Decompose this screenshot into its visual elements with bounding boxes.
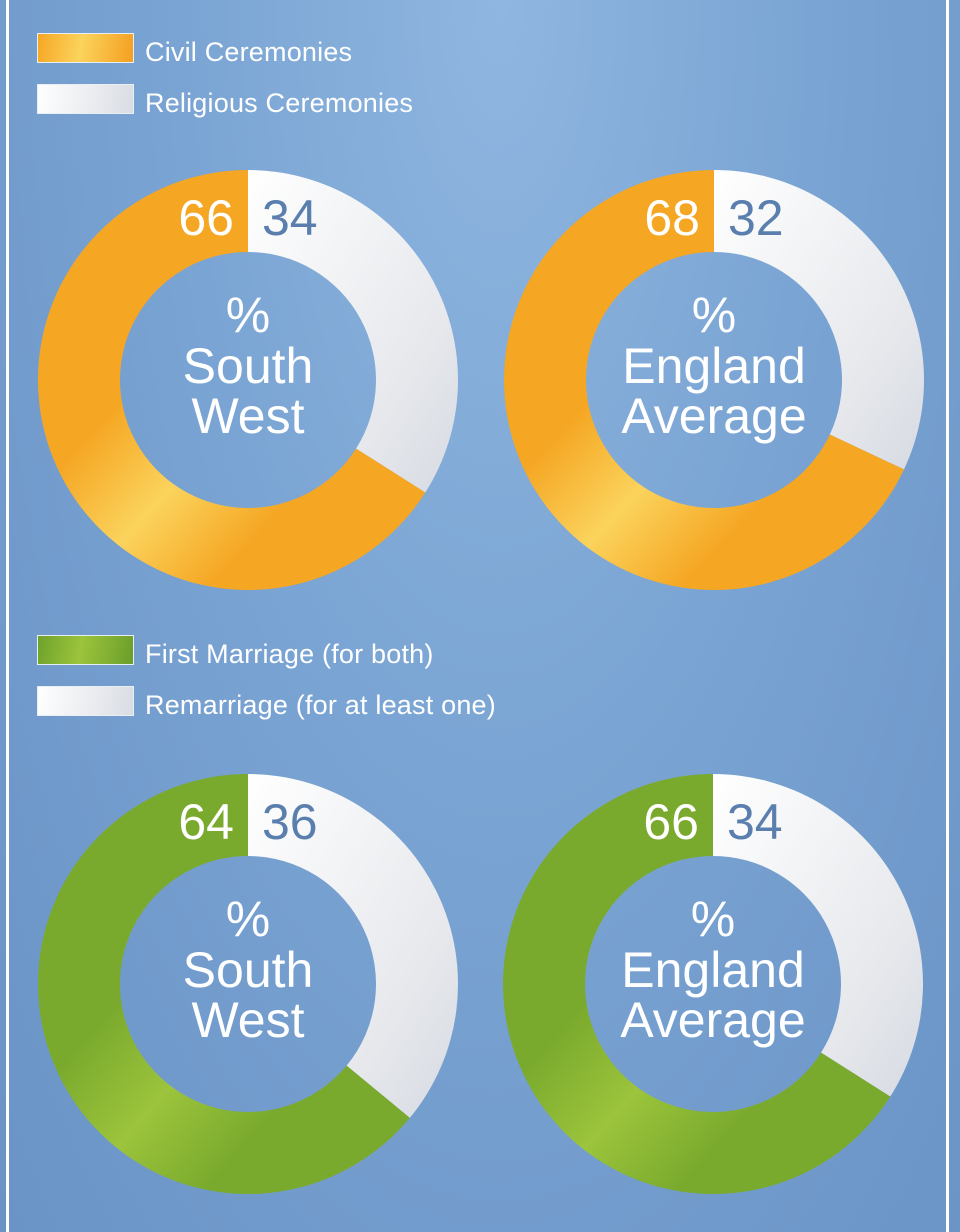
center-label-line: England [621, 942, 805, 998]
slice-value-label-first: 68 [644, 190, 700, 246]
center-label-line: Average [621, 388, 806, 444]
slice-value-label-second: 34 [727, 794, 783, 850]
center-label-line: % [226, 287, 270, 343]
legend-label-first-marriage: First Marriage (for both) [145, 639, 434, 669]
legend-label-religious: Religious Ceremonies [145, 88, 414, 118]
legend-swatch-religious [37, 84, 134, 114]
legend-item-remarriage: Remarriage (for at least one) [37, 686, 737, 720]
donut-slice-remarriage [713, 774, 923, 1097]
center-label-line: % [692, 287, 736, 343]
legend-item-civil: Civil Ceremonies [37, 33, 737, 67]
center-label-line: England [622, 338, 806, 394]
donut-slice-religious [714, 170, 924, 470]
slice-value-label-first: 66 [643, 794, 699, 850]
donut-slice-remarriage [248, 774, 458, 1118]
center-label-line: West [192, 388, 305, 444]
slice-value-label-second: 36 [262, 794, 318, 850]
slice-value-label-first: 64 [178, 794, 234, 850]
slice-value-label-first: 66 [178, 190, 234, 246]
slice-value-label-second: 34 [262, 190, 318, 246]
center-label-line: Average [620, 992, 805, 1048]
center-label-line: % [691, 891, 735, 947]
legend-item-first-marriage: First Marriage (for both) [37, 635, 737, 669]
legend-swatch-remarriage [37, 686, 134, 716]
donut-slice-first-marriage [502, 774, 891, 1194]
center-label-line: South [183, 338, 314, 394]
right-border-line [946, 0, 949, 1232]
legend-label-civil: Civil Ceremonies [145, 37, 353, 67]
donut-slice-religious [248, 170, 458, 493]
center-label-line: % [226, 891, 270, 947]
left-border-line [6, 0, 9, 1232]
legend-item-religious: Religious Ceremonies [37, 84, 737, 118]
legend-label-remarriage: Remarriage (for at least one) [145, 690, 496, 720]
donut-slice-first-marriage [37, 774, 410, 1194]
slice-value-label-second: 32 [728, 190, 784, 246]
center-label-line: South [183, 942, 314, 998]
center-label-line: West [192, 992, 305, 1048]
legend-swatch-civil [37, 33, 134, 63]
donut-slice-civil [37, 170, 426, 590]
legend-swatch-first-marriage [37, 635, 134, 665]
donut-slice-civil [504, 170, 905, 590]
